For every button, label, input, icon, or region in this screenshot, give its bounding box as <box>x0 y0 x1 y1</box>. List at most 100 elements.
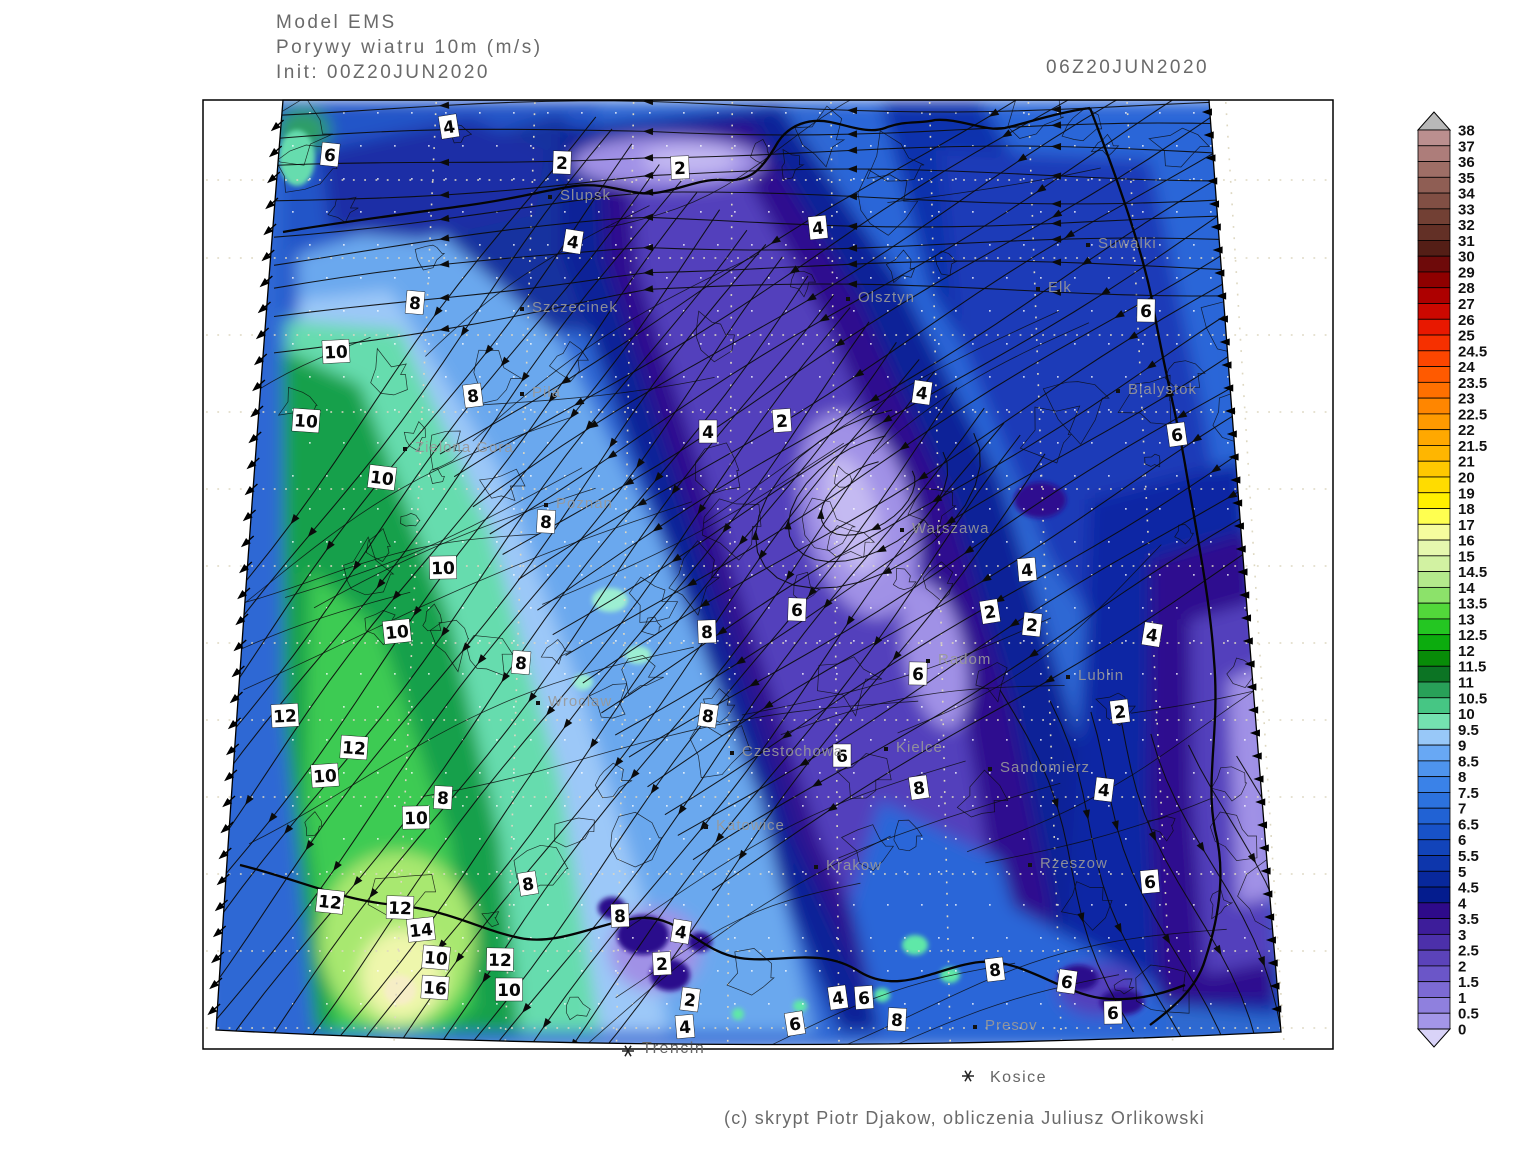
gust-fill-zone <box>1014 482 1066 518</box>
colorbar-cell <box>1417 381 1451 399</box>
grid-dot <box>632 475 634 477</box>
contour-label: 8 <box>697 619 717 644</box>
colorbar-cell <box>1417 902 1451 919</box>
grid-dot <box>819 376 821 378</box>
grid-dot <box>292 343 294 345</box>
wind-arrow <box>1233 522 1244 530</box>
wind-arrow <box>440 626 450 637</box>
wind-arrow <box>521 371 530 383</box>
grid-dot <box>921 970 923 972</box>
grid-dot <box>1176 277 1178 279</box>
grid-dot <box>700 475 702 477</box>
contour-line <box>1209 811 1258 861</box>
grid-dot <box>751 574 753 576</box>
grid-dot <box>343 376 345 378</box>
gust-fill-zone <box>628 138 1000 1012</box>
grid-dot <box>1159 178 1161 180</box>
grid-dot <box>1227 706 1229 708</box>
grid-dot <box>394 211 396 213</box>
colorbar-cell <box>1417 240 1451 257</box>
grid-dot <box>1040 937 1042 939</box>
wind-arrow <box>585 420 595 431</box>
colorbar-cell <box>1417 429 1451 446</box>
streamline <box>335 359 920 1045</box>
grid-dot <box>768 343 770 345</box>
city-label: Suwalki <box>1086 235 1156 252</box>
grid-dot <box>1244 805 1246 807</box>
svg-text:8: 8 <box>614 907 627 927</box>
grid-dot <box>1023 904 1025 906</box>
colorbar-cell <box>1417 318 1451 336</box>
grid-dot <box>292 607 294 609</box>
grid-dot <box>1091 178 1093 180</box>
svg-text:Trencin: Trencin <box>642 1040 705 1057</box>
grid-dot <box>1057 442 1059 444</box>
grid-dot <box>1261 178 1263 180</box>
streamline <box>1121 722 1263 1045</box>
colorbar-cell <box>1417 1012 1451 1030</box>
grid-dot <box>717 112 719 114</box>
grid-dot <box>377 442 379 444</box>
streamline <box>1049 700 1186 1044</box>
grid-dot <box>921 904 923 906</box>
grid-dot <box>326 409 328 411</box>
wind-arrow <box>988 108 1000 117</box>
streamline <box>472 100 1239 508</box>
svg-text:Slupsk: Slupsk <box>560 187 611 204</box>
streamline <box>248 294 835 1045</box>
grid-dot <box>1074 145 1076 147</box>
grid-dot <box>802 277 804 279</box>
grid-dot <box>360 277 362 279</box>
valid-time: 06Z20JUN2020 <box>1046 57 1210 78</box>
grid-dot <box>1057 970 1059 972</box>
grid-dot <box>445 376 447 378</box>
grid-dot <box>734 211 736 213</box>
svg-text:Czestochowa: Czestochowa <box>742 743 843 760</box>
grid-dot <box>581 640 583 642</box>
contour-line <box>1090 133 1120 157</box>
grid-dot <box>1159 706 1161 708</box>
svg-text:12: 12 <box>388 899 412 920</box>
contour-line <box>542 442 845 605</box>
wind-arrow <box>255 330 266 340</box>
grid-dot <box>343 574 345 576</box>
svg-text:10: 10 <box>369 468 395 491</box>
grid-dot <box>955 112 957 114</box>
grid-dot <box>870 541 872 543</box>
grid-dot <box>564 475 566 477</box>
grid-dot <box>1159 112 1161 114</box>
grid-dot <box>496 145 498 147</box>
streamline <box>711 411 1281 891</box>
colorbar-tick-label: 8.5 <box>1458 753 1479 770</box>
contour-line <box>897 544 1162 734</box>
wind-arrow <box>216 876 227 886</box>
grid-dot <box>836 607 838 609</box>
grid-dot <box>1278 871 1280 873</box>
wind-arrow <box>1292 864 1302 876</box>
grid-dot <box>1176 145 1178 147</box>
grid-dot <box>292 409 294 411</box>
svg-text:8: 8 <box>408 294 422 315</box>
grid-dot <box>1193 310 1195 312</box>
svg-text:10: 10 <box>431 559 455 579</box>
colorbar-cell <box>1417 650 1451 667</box>
grid-dot <box>1159 904 1161 906</box>
svg-text:6: 6 <box>1140 302 1152 322</box>
grid-dot <box>683 640 685 642</box>
grid-dot <box>1193 112 1195 114</box>
grid-dot <box>921 376 923 378</box>
contour-line <box>605 100 1001 229</box>
wind-arrow <box>784 519 792 530</box>
contour-line <box>1257 493 1281 519</box>
grid-dot <box>666 541 668 543</box>
grid-dot <box>1023 838 1025 840</box>
grid-dot <box>513 574 515 576</box>
grid-dot <box>547 508 549 510</box>
colorbar-tick-label: 27 <box>1458 296 1475 313</box>
grid-dot <box>530 607 532 609</box>
contour-label: 2 <box>979 598 1001 625</box>
grid-dot <box>1176 343 1178 345</box>
grid-dot <box>513 376 515 378</box>
grid-dot <box>1142 277 1144 279</box>
colorbar-tick-label: 3 <box>1458 927 1466 944</box>
